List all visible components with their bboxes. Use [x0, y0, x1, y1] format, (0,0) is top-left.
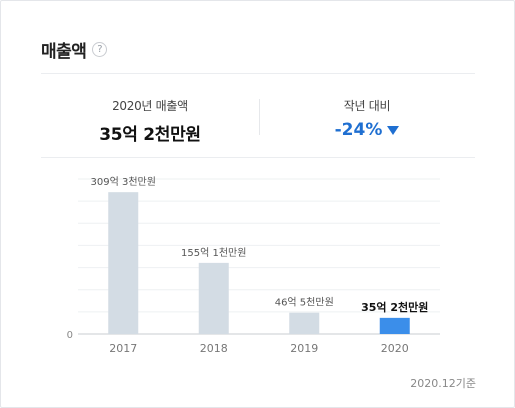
help-icon[interactable]: ? — [92, 42, 108, 57]
year-over-year-change: -24% — [335, 120, 400, 140]
reference-date-note: 2020.12기준 — [410, 377, 476, 390]
value-labels: 309억 3천만원 155억 1천만원 46억 5천만원 35억 2천만원 — [91, 176, 429, 314]
y-axis-labels: 0 — [67, 330, 73, 341]
divider-top — [41, 73, 475, 74]
x-tick-label: 2018 — [200, 342, 228, 355]
bar-2017[interactable] — [108, 192, 139, 334]
triangle-down-icon — [387, 125, 400, 135]
x-tick-label: 2017 — [109, 342, 137, 355]
current-year-sales-label: 2020년 매출액 — [112, 99, 188, 113]
bars — [108, 192, 410, 334]
year-over-year-label: 작년 대비 — [343, 99, 391, 113]
year-over-year: 작년 대비 -24% — [259, 97, 475, 140]
bar-value-label: 309억 3천만원 — [91, 176, 156, 188]
current-year-sales-value: 35억 2천만원 — [99, 125, 201, 145]
bar-value-label: 35억 2천만원 — [361, 300, 428, 314]
y-tick-label: 0 — [67, 330, 73, 341]
x-tick-label: 2020 — [381, 342, 409, 355]
bar-value-label: 155억 1천만원 — [181, 247, 246, 259]
bar-2020[interactable] — [379, 317, 410, 334]
bar-value-label: 46억 5천만원 — [275, 297, 334, 309]
x-tick-label: 2019 — [290, 342, 318, 355]
summary-divider — [259, 99, 260, 135]
card-title: 매출액 — [41, 42, 87, 62]
bar-2018[interactable] — [198, 262, 229, 334]
divider-bottom — [41, 157, 475, 158]
card-header: 매출액 ? — [41, 37, 108, 62]
gridlines — [78, 178, 440, 335]
current-year-sales: 2020년 매출액 35억 2천만원 — [41, 97, 259, 145]
bar-2019[interactable] — [289, 312, 320, 334]
x-axis-labels: 2017 2018 2019 2020 — [109, 342, 409, 355]
year-over-year-value: -24% — [334, 120, 383, 140]
